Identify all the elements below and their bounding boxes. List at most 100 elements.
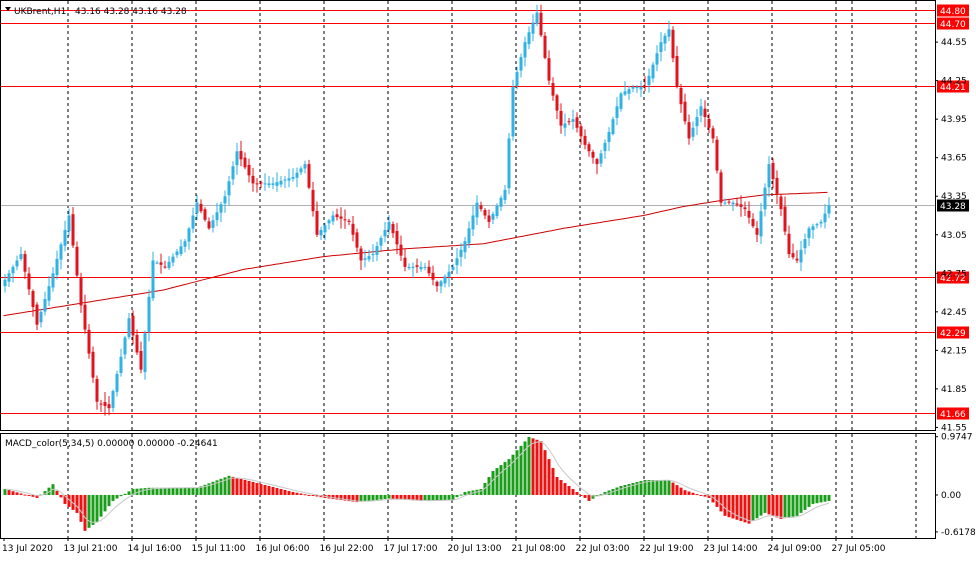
- candle-body: [275, 182, 279, 186]
- macd-bar: [439, 494, 443, 501]
- candle-body: [331, 215, 335, 222]
- macd-bar: [235, 477, 239, 495]
- candle-body: [231, 166, 235, 180]
- price-panel-frame: [0, 0, 936, 431]
- level-tag: [937, 407, 969, 420]
- macd-tick-label: 0.00: [941, 491, 961, 501]
- candle-body: [111, 391, 115, 408]
- candle-body: [711, 128, 715, 139]
- time-tick-label: 15 Jul 11:00: [192, 544, 246, 554]
- candle-body: [247, 164, 251, 176]
- candles: [3, 4, 831, 416]
- macd-bar: [543, 450, 547, 495]
- candle-body: [235, 151, 239, 166]
- macd-bar: [711, 494, 715, 503]
- candle-body: [135, 334, 139, 353]
- macd-bar: [311, 494, 315, 496]
- candle-body: [283, 179, 287, 181]
- symbol-label[interactable]: UKBrent,H1: [14, 7, 66, 17]
- macd-bar: [155, 487, 159, 495]
- candle-body: [47, 286, 51, 301]
- macd-bar: [575, 491, 579, 495]
- macd-bar: [295, 492, 299, 495]
- level-tag: [937, 80, 969, 93]
- candle-body: [83, 304, 87, 330]
- price-tick-label: 42.45: [941, 308, 967, 318]
- macd-bar: [631, 483, 635, 495]
- macd-bar: [443, 494, 447, 501]
- symbol-dropdown-icon[interactable]: [5, 7, 11, 11]
- macd-bar: [31, 494, 35, 497]
- candle-body: [215, 212, 219, 221]
- macd-bar: [739, 494, 743, 522]
- macd-bar: [687, 491, 691, 495]
- price-tick-label: 43.05: [941, 231, 967, 241]
- candle-body: [119, 356, 123, 373]
- macd-bar: [359, 494, 363, 502]
- macd-bar: [387, 494, 391, 499]
- macd-bar: [487, 477, 491, 495]
- candle-body: [515, 72, 519, 86]
- macd-bar: [719, 494, 723, 512]
- macd-bar: [67, 494, 71, 507]
- candle-body: [139, 350, 143, 370]
- candle-body: [723, 202, 727, 204]
- macd-bar: [491, 471, 495, 495]
- candle-body: [823, 213, 827, 223]
- candle-body: [299, 168, 303, 173]
- macd-bar: [755, 494, 759, 519]
- candle-body: [287, 178, 291, 181]
- candle-body: [115, 373, 119, 392]
- candle-body: [251, 175, 255, 184]
- candle-body: [779, 196, 783, 210]
- macd-bar: [215, 480, 219, 495]
- macd-bar: [391, 494, 395, 499]
- macd-bar: [795, 494, 799, 516]
- candle-body: [323, 225, 327, 233]
- macd-bar: [159, 487, 163, 495]
- candle-body: [391, 224, 395, 234]
- candle-body: [471, 215, 475, 230]
- candle-body: [279, 180, 283, 185]
- candle-body: [163, 266, 167, 268]
- macd-bar: [551, 468, 555, 495]
- macd-bar: [727, 494, 731, 518]
- macd-bar: [703, 494, 707, 497]
- macd-bar: [663, 480, 667, 495]
- candle-body: [771, 162, 775, 180]
- macd-bar: [95, 494, 99, 522]
- macd-bar: [43, 491, 47, 495]
- candle-body: [339, 216, 343, 219]
- candle-body: [699, 106, 703, 116]
- macd-bar: [451, 494, 455, 500]
- macd-bar: [379, 494, 383, 500]
- macd-bar: [331, 494, 335, 499]
- candle-body: [671, 29, 675, 59]
- macd-bar: [207, 483, 211, 495]
- candle-body: [483, 209, 487, 216]
- macd-bar: [119, 494, 123, 497]
- candle-body: [619, 93, 623, 109]
- candle-body: [239, 151, 243, 160]
- candle-body: [407, 266, 411, 269]
- candle-body: [571, 119, 575, 122]
- candle-body: [223, 196, 227, 204]
- macd-bar: [383, 494, 387, 499]
- macd-bar: [427, 494, 431, 501]
- macd-bar: [103, 494, 107, 512]
- macd-bar: [23, 494, 27, 496]
- macd-bar: [539, 441, 543, 495]
- candle-body: [651, 64, 655, 79]
- macd-bar: [339, 494, 343, 501]
- macd-bar: [287, 490, 291, 495]
- price-tick-label: 44.55: [941, 38, 967, 48]
- macd-bar: [587, 494, 591, 501]
- candle-body: [655, 53, 659, 65]
- macd-bar: [63, 494, 67, 504]
- macd-bar: [87, 494, 91, 528]
- macd-bar: [775, 494, 779, 518]
- macd-bar: [559, 480, 563, 495]
- price-tick-label: 43.95: [941, 115, 967, 125]
